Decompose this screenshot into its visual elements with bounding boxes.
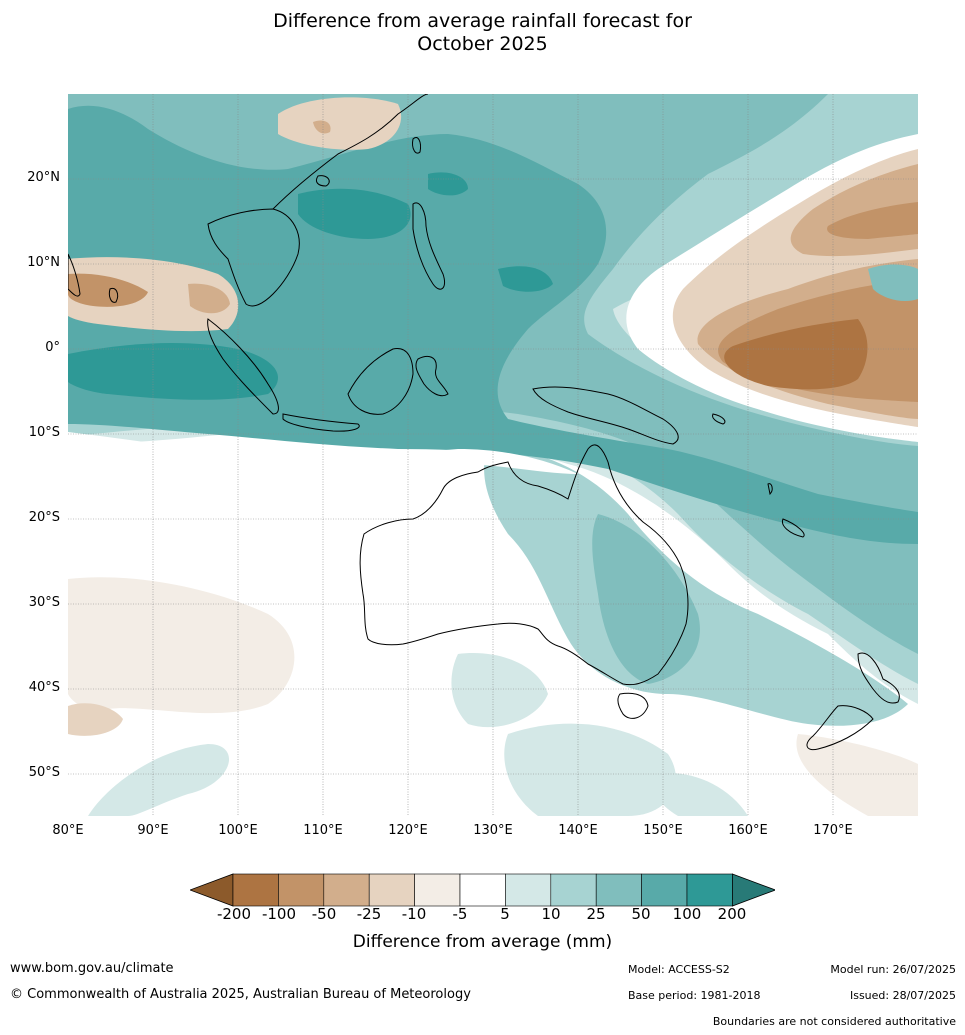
- lon-label-140e: 140°E: [558, 823, 598, 838]
- colorbar-tick: -50: [311, 905, 337, 923]
- lon-label-80e: 80°E: [52, 823, 84, 838]
- rainfall-map: [68, 94, 918, 816]
- colorbar-arrow-right: [732, 873, 777, 907]
- lon-label-170e: 170°E: [813, 823, 853, 838]
- new-caledonia: [781, 518, 805, 538]
- lat-label-10s: 10°S: [28, 425, 60, 440]
- model-run-text: Model run: 26/07/2025: [830, 963, 956, 976]
- colorbar-segment: [595, 873, 642, 907]
- colorbar-tick: 50: [631, 905, 651, 923]
- lat-label-20n: 20°N: [27, 170, 60, 185]
- lat-label-30s: 30°S: [28, 595, 60, 610]
- colorbar-tick: 5: [500, 905, 510, 923]
- colorbar-tick: -10: [401, 905, 427, 923]
- colorbar-segment: [459, 873, 506, 907]
- lat-label-20s: 20°S: [28, 510, 60, 525]
- sulawesi-coastline: [415, 356, 449, 397]
- new-guinea-coastline: [532, 386, 679, 445]
- model-text: Model: ACCESS-S2: [628, 963, 730, 976]
- colorbar-tick: 100: [672, 905, 702, 923]
- pacific-dry-100: [724, 319, 868, 390]
- colorbar: [188, 872, 777, 912]
- lat-label-40s: 40°S: [28, 680, 60, 695]
- title-line-1: Difference from average rainfall forecas…: [273, 10, 692, 32]
- colorbar-tick: 200: [717, 905, 747, 923]
- coastlines: [68, 94, 900, 751]
- colorbar-segment: [550, 873, 597, 907]
- colorbar-segment: [641, 873, 688, 907]
- colorbar-label: Difference from average (mm): [352, 932, 613, 952]
- solomon-islands: [712, 413, 726, 425]
- wet-core-philippines: [498, 266, 553, 292]
- colorbar-tick: -200: [216, 905, 252, 923]
- colorbar-tick: -100: [261, 905, 297, 923]
- colorbar-segment: [323, 873, 370, 907]
- lat-label-50s: 50°S: [28, 765, 60, 780]
- lon-label-160e: 160°E: [728, 823, 768, 838]
- indochina-coastline: [207, 208, 300, 307]
- colorbar-segment: [686, 873, 733, 907]
- north-australia-neutral: [68, 432, 578, 474]
- wet-core-scs: [298, 188, 411, 239]
- colorbar-segment: [505, 873, 552, 907]
- lon-label-150e: 150°E: [643, 823, 683, 838]
- south-wet-patch-1: [88, 744, 230, 816]
- lon-label-130e: 130°E: [473, 823, 513, 838]
- lon-label-90e: 90°E: [137, 823, 169, 838]
- colorbar-segment: [232, 873, 279, 907]
- lon-label-110e: 110°E: [303, 823, 343, 838]
- dry-band-indian-inner: [68, 273, 148, 307]
- base-period-text: Base period: 1981-2018: [628, 989, 761, 1002]
- sri-lanka-coastline: [108, 287, 119, 303]
- lat-label-0: 0°: [45, 340, 60, 355]
- borneo-coastline: [347, 348, 414, 415]
- china-coastline: [272, 94, 429, 210]
- tasmania-coastline: [617, 692, 649, 719]
- south-west-dry-core: [68, 703, 123, 736]
- colorbar-tick: -25: [356, 905, 382, 923]
- colorbar-tick: -5: [452, 905, 468, 923]
- nz-south-coastline: [806, 705, 874, 751]
- dry-patch-china-inner: [313, 120, 331, 134]
- map-title: Difference from average rainfall forecas…: [0, 10, 965, 56]
- lon-label-100e: 100°E: [218, 823, 258, 838]
- wet-core-mid: [428, 172, 468, 196]
- disclaimer-text: Boundaries are not considered authoritat…: [712, 1015, 956, 1028]
- title-line-2: October 2025: [417, 33, 548, 55]
- vanuatu: [767, 483, 773, 496]
- website-link[interactable]: www.bom.gov.au/climate: [10, 961, 174, 976]
- nz-dry-patch: [796, 734, 918, 816]
- java-coastline: [282, 413, 360, 432]
- colorbar-segment: [414, 873, 461, 907]
- colorbar-segment: [368, 873, 415, 907]
- hainan-coastline: [315, 175, 330, 187]
- sumatra-coastline: [207, 318, 279, 415]
- pacific-dry-50: [827, 202, 918, 239]
- australia-coastline: [359, 444, 689, 686]
- pacific-wet-spot: [868, 264, 918, 301]
- lat-label-10n: 10°N: [27, 255, 60, 270]
- lon-label-120e: 120°E: [388, 823, 428, 838]
- issued-text: Issued: 28/07/2025: [849, 989, 956, 1002]
- nz-north-coastline: [857, 652, 900, 704]
- colorbar-segment: [278, 873, 325, 907]
- south-wet-patch-2: [451, 653, 548, 728]
- wet-core-equatorial-indian: [68, 342, 278, 400]
- philippines-coastline: [412, 202, 446, 290]
- copyright-text: © Commonwealth of Australia 2025, Austra…: [10, 987, 471, 1002]
- australia-wet-lobe: [484, 446, 908, 726]
- dry-patch-indian-east: [188, 283, 230, 314]
- south-wet-patch-4: [654, 773, 748, 816]
- colorbar-tick: 25: [586, 905, 606, 923]
- colorbar-tick: 10: [541, 905, 561, 923]
- india-coastline: [68, 253, 81, 297]
- taiwan-coastline: [412, 137, 421, 154]
- colorbar-arrow-left: [188, 873, 234, 907]
- colorbar-svg: [188, 873, 777, 907]
- rainfall-map-svg: [68, 94, 918, 816]
- australia-east-wet: [592, 514, 700, 684]
- south-wet-patch-3: [504, 723, 676, 816]
- graticule: [68, 94, 918, 816]
